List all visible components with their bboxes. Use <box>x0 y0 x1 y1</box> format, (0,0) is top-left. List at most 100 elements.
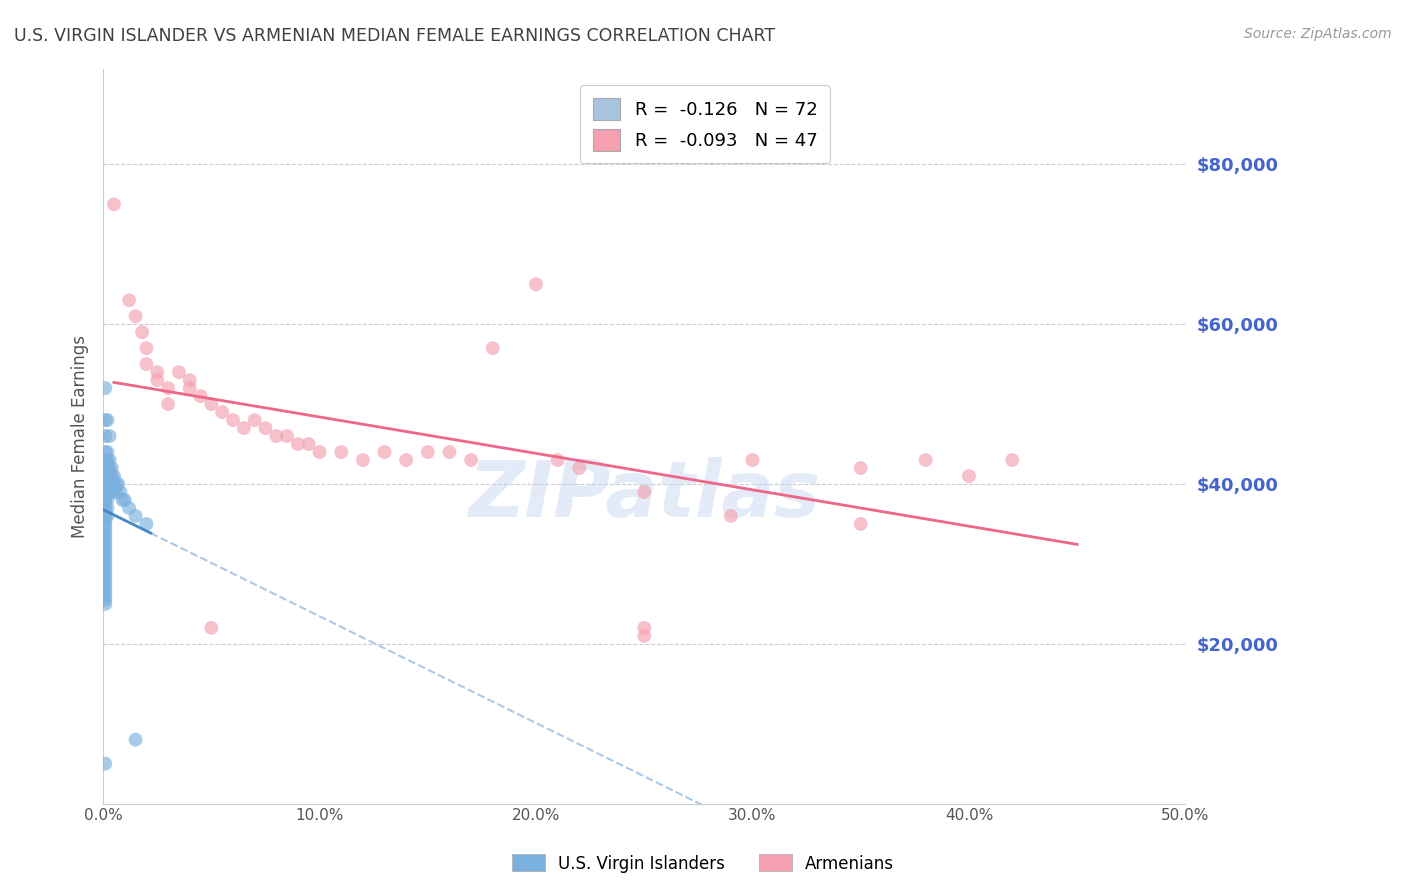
Point <box>94 469 117 483</box>
Point <box>94 513 117 527</box>
Point <box>416 445 439 459</box>
Point <box>94 529 117 543</box>
Point <box>481 341 503 355</box>
Point <box>103 477 125 491</box>
Point <box>94 461 117 475</box>
Point <box>118 500 141 515</box>
Point <box>157 381 180 395</box>
Point <box>200 621 222 635</box>
Point <box>633 621 655 635</box>
Point <box>94 537 117 551</box>
Point <box>849 516 872 531</box>
Text: ZIPatlas: ZIPatlas <box>468 457 820 533</box>
Point <box>94 549 117 563</box>
Point <box>720 508 742 523</box>
Point <box>94 473 117 487</box>
Point <box>276 429 298 443</box>
Point <box>110 485 132 500</box>
Point <box>94 516 117 531</box>
Point <box>96 500 118 515</box>
Point <box>103 469 125 483</box>
Point <box>330 445 353 459</box>
Point <box>94 541 117 555</box>
Text: Source: ZipAtlas.com: Source: ZipAtlas.com <box>1244 27 1392 41</box>
Point <box>254 421 277 435</box>
Point <box>94 553 117 567</box>
Point <box>96 469 118 483</box>
Point <box>96 493 118 508</box>
Point <box>96 413 118 427</box>
Point <box>105 477 128 491</box>
Point <box>94 557 117 571</box>
Point <box>568 461 591 475</box>
Point <box>94 508 117 523</box>
Point <box>111 493 134 508</box>
Point <box>211 405 233 419</box>
Point <box>98 485 121 500</box>
Point <box>243 413 266 427</box>
Point <box>200 397 222 411</box>
Point <box>167 365 190 379</box>
Point <box>373 445 395 459</box>
Point <box>101 477 124 491</box>
Point <box>94 592 117 607</box>
Point <box>94 585 117 599</box>
Point <box>460 453 482 467</box>
Point <box>135 516 157 531</box>
Point <box>94 505 117 519</box>
Point <box>124 508 146 523</box>
Point <box>96 508 118 523</box>
Point <box>179 373 201 387</box>
Point <box>914 453 936 467</box>
Point <box>179 381 201 395</box>
Point <box>287 437 309 451</box>
Point <box>124 732 146 747</box>
Point <box>547 453 569 467</box>
Point <box>157 397 180 411</box>
Point <box>103 197 125 211</box>
Point <box>101 469 124 483</box>
Point <box>98 453 121 467</box>
Point <box>94 545 117 559</box>
Point <box>114 493 136 508</box>
Point <box>957 469 980 483</box>
Point <box>146 365 169 379</box>
Point <box>135 341 157 355</box>
Point <box>94 445 117 459</box>
Point <box>103 485 125 500</box>
Point <box>94 489 117 503</box>
Point <box>94 477 117 491</box>
Point <box>232 421 254 435</box>
Point <box>94 756 117 771</box>
Point <box>94 497 117 511</box>
Point <box>190 389 212 403</box>
Point <box>94 453 117 467</box>
Point <box>98 469 121 483</box>
Point <box>124 310 146 324</box>
Point <box>94 581 117 595</box>
Legend: R =  -0.126   N = 72, R =  -0.093   N = 47: R = -0.126 N = 72, R = -0.093 N = 47 <box>581 85 830 163</box>
Point <box>146 373 169 387</box>
Point <box>94 521 117 535</box>
Point <box>96 461 118 475</box>
Point <box>308 445 330 459</box>
Point <box>1001 453 1024 467</box>
Point <box>98 477 121 491</box>
Point <box>94 524 117 539</box>
Point <box>94 481 117 495</box>
Point <box>298 437 321 451</box>
Point <box>98 429 121 443</box>
Point <box>439 445 461 459</box>
Point <box>94 597 117 611</box>
Point <box>98 461 121 475</box>
Point <box>524 277 547 292</box>
Point <box>131 325 153 339</box>
Point <box>94 493 117 508</box>
Point <box>94 500 117 515</box>
Point <box>94 413 117 427</box>
Point <box>849 461 872 475</box>
Point <box>633 629 655 643</box>
Point <box>94 573 117 587</box>
Point <box>94 577 117 591</box>
Point <box>94 565 117 579</box>
